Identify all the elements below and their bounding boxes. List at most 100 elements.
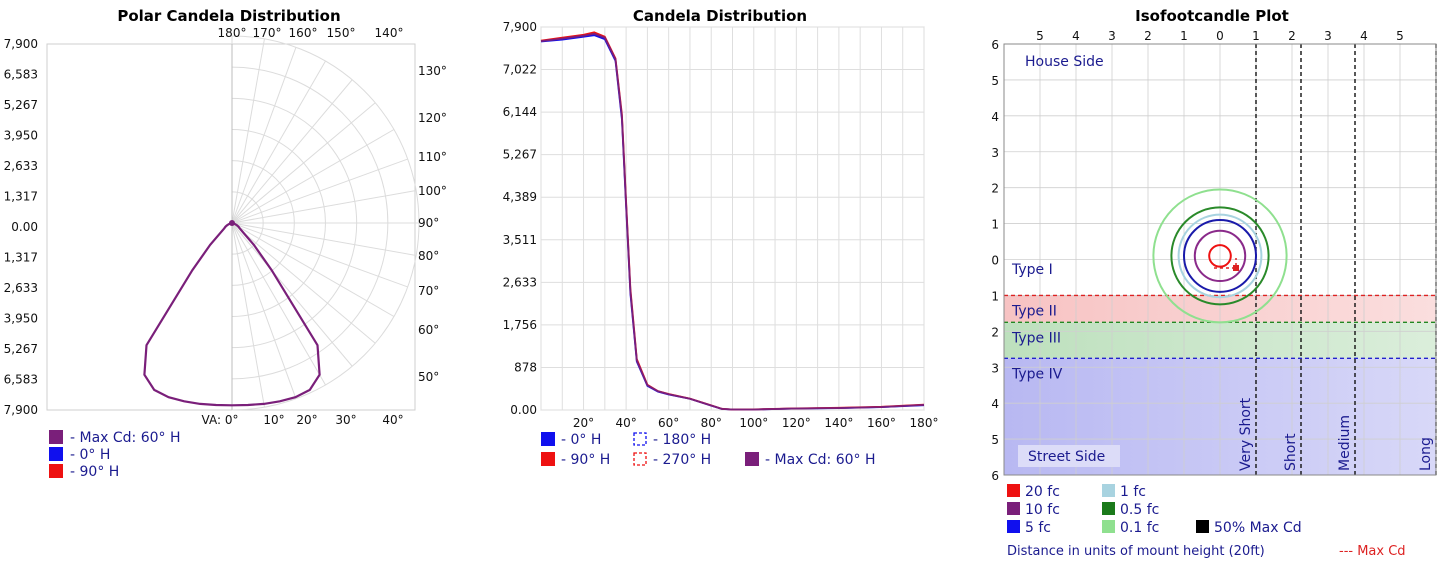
polar-radial-tick: 7,900 <box>4 37 38 51</box>
iso-y-tick: 2 <box>991 325 999 339</box>
iso-legend-swatch <box>1007 520 1020 533</box>
polar-angle-label-bottom: VA: 0° <box>202 413 239 427</box>
polar-angle-label-right: 120° <box>418 111 447 125</box>
line-legend-swatch <box>541 452 555 466</box>
polar-grid-spoke <box>231 222 417 256</box>
line-y-tick: 3,511 <box>503 233 537 247</box>
iso-distance-label: Long <box>1418 437 1434 471</box>
iso-plot-frame <box>1003 43 1437 476</box>
iso-footer-text: Distance in units of mount height (20ft) <box>1007 544 1265 559</box>
polar-grid-spoke <box>231 222 265 408</box>
candela-distribution-chart: Candela Distribution 7,900 7,022 6,144 5,26… <box>503 7 939 468</box>
polar-angle-label-top: 180° <box>218 26 247 40</box>
iso-legend-label: 0.1 fc <box>1120 520 1159 536</box>
polar-grid-spoke <box>231 129 395 224</box>
polar-grid-spoke <box>231 222 326 386</box>
polar-angle-label-right: 100° <box>418 184 447 198</box>
iso-legend-swatch <box>1102 520 1115 533</box>
iso-contour-3 <box>1183 218 1257 293</box>
street-side-label: Street Side <box>1028 449 1105 465</box>
street-side-box <box>1018 445 1120 467</box>
line-x-tick: 100° <box>739 416 768 430</box>
iso-legend-label: 20 fc <box>1025 484 1060 500</box>
max-cd-marker <box>1233 265 1239 271</box>
polar-grid-spoke <box>231 60 326 224</box>
line-legend-swatch-dashed <box>633 452 647 466</box>
polar-angle-label-bottom: 40° <box>382 413 403 427</box>
polar-legend-swatch <box>49 447 63 461</box>
line-x-tick: 20° <box>573 416 594 430</box>
polar-radial-tick: 5,267 <box>4 342 38 356</box>
line-y-tick: 6,144 <box>503 105 537 119</box>
iso-zone-label: Type IV <box>1011 366 1063 382</box>
line-legend-swatch <box>541 432 555 446</box>
iso-legend-label: 5 fc <box>1025 520 1051 536</box>
iso-y-tick: 1 <box>991 289 999 303</box>
line-x-tick: 60° <box>658 416 679 430</box>
iso-y-tick: 3 <box>991 361 999 375</box>
iso-legend-swatch <box>1102 484 1115 497</box>
iso-y-tick: 1 <box>991 218 999 232</box>
line-y-tick: 1,756 <box>503 318 537 332</box>
polar-radial-tick: 2,633 <box>4 281 38 295</box>
iso-x-tick: 5 <box>1036 29 1044 43</box>
iso-x-tick: 4 <box>1360 29 1368 43</box>
iso-x-tick: 0 <box>1216 29 1224 43</box>
iso-x-tick: 3 <box>1324 29 1332 43</box>
polar-angle-label-right: 60° <box>418 323 439 337</box>
polar-angle-label-top: 150° <box>327 26 356 40</box>
iso-zone-label: Type I <box>1011 262 1053 278</box>
iso-y-tick: 5 <box>991 74 999 88</box>
polar-angle-label-right: 130° <box>418 64 447 78</box>
iso-x-tick: 1 <box>1252 29 1260 43</box>
line-x-tick: 140° <box>824 416 853 430</box>
polar-legend-swatch <box>49 430 63 444</box>
line-y-tick: 0.00 <box>510 403 537 417</box>
polar-grid-spoke <box>231 79 353 224</box>
iso-x-tick: 4 <box>1072 29 1080 43</box>
line-y-tick: 5,267 <box>503 148 537 162</box>
polar-grid-spoke <box>231 222 353 367</box>
polar-angle-label-right: 90° <box>418 216 439 230</box>
polar-chart-title: Polar Candela Distribution <box>117 7 340 25</box>
line-legend-label: - Max Cd: 60° H <box>765 452 876 468</box>
polar-radial-tick: 1,317 <box>4 190 38 204</box>
iso-contour-5 <box>1208 244 1232 268</box>
line-x-tick: 180° <box>910 416 939 430</box>
iso-contour-0 <box>1152 188 1288 324</box>
polar-radial-tick: 6,583 <box>4 68 38 82</box>
line-legend-label: - 180° H <box>653 432 711 448</box>
iso-x-tick: 5 <box>1396 29 1404 43</box>
polar-radial-tick: 3,950 <box>4 312 38 326</box>
line-y-tick: 2,633 <box>503 275 537 289</box>
iso-legend-swatch <box>1007 484 1020 497</box>
line-x-tick: 40° <box>615 416 636 430</box>
polar-grid-spoke <box>231 222 408 288</box>
line-y-tick: 7,022 <box>503 63 537 77</box>
iso-chart-title: Isofootcandle Plot <box>1135 7 1289 25</box>
polar-angle-label-right: 50° <box>418 370 439 384</box>
polar-angle-label-top: 170° <box>253 26 282 40</box>
iso-y-tick: 5 <box>991 433 999 447</box>
polar-angle-label-top: 160° <box>289 26 318 40</box>
line-legend-label: - 270° H <box>653 452 711 468</box>
polar-angle-label-bottom: 10° <box>263 413 284 427</box>
polar-radial-tick: 1,317 <box>4 251 38 265</box>
line-legend-label: - 0° H <box>561 432 601 448</box>
iso-distance-label: Medium <box>1337 415 1353 471</box>
iso-distance-label: Short <box>1283 433 1299 471</box>
line-x-tick: 80° <box>701 416 722 430</box>
line-y-tick: 4,389 <box>503 190 537 204</box>
polar-angle-label-top: 140° <box>375 26 404 40</box>
polar-grid-spoke <box>231 47 297 224</box>
polar-legend-label: - 0° H <box>70 447 110 463</box>
line-chart-title: Candela Distribution <box>633 7 807 25</box>
iso-legend-swatch <box>1102 502 1115 515</box>
iso-legend-label: 1 fc <box>1120 484 1146 500</box>
max-cd-marker-line <box>1214 258 1237 269</box>
polar-curve-max-cd <box>143 221 321 407</box>
polar-plot-frame <box>46 43 416 411</box>
polar-grid-spoke <box>231 222 376 344</box>
polar-angle-label-right: 70° <box>418 284 439 298</box>
